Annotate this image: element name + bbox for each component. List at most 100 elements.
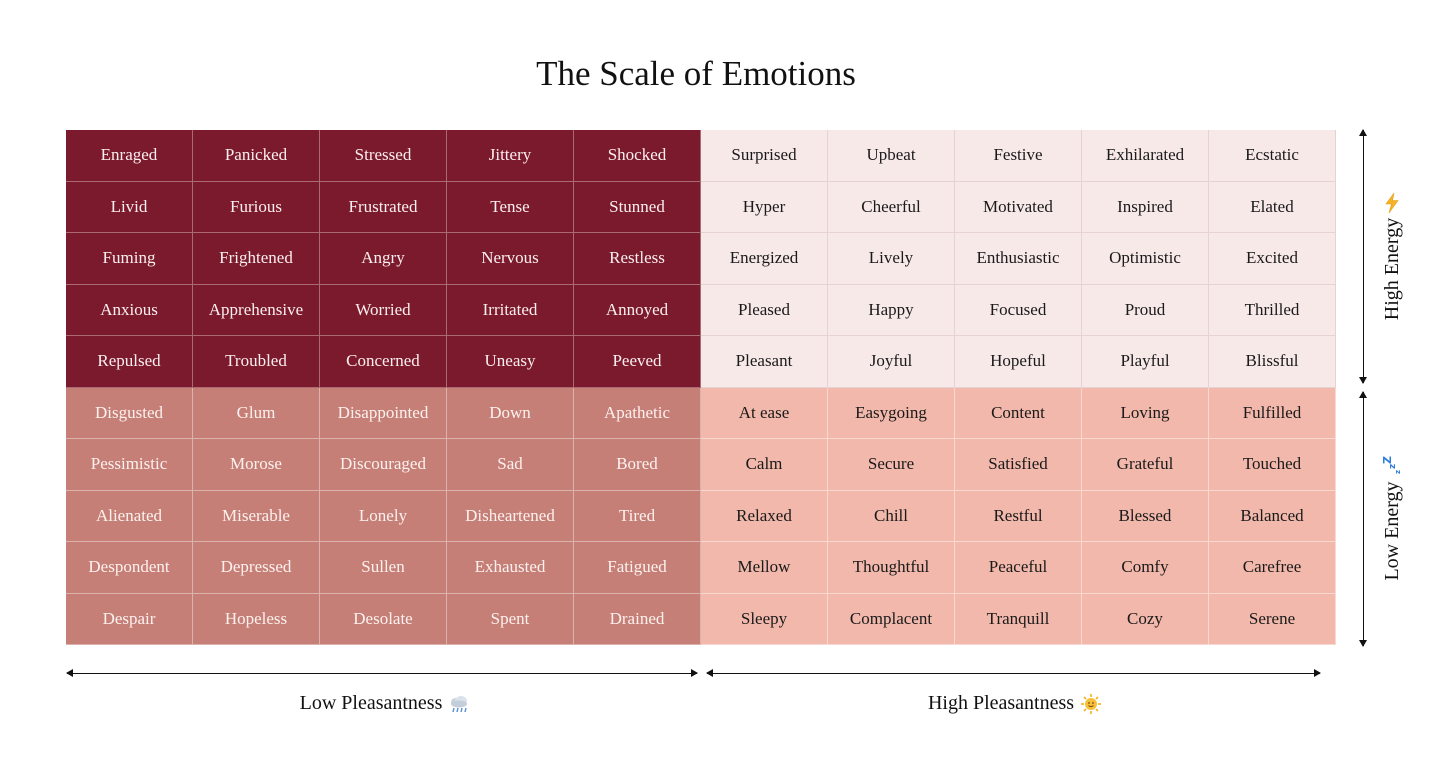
emotion-cell: Fuming (66, 233, 193, 285)
emotion-cell: Glum (193, 387, 320, 439)
emotion-cell: Pleasant (701, 336, 828, 388)
emotion-cell: Pleased (701, 284, 828, 336)
emotion-cell: Disheartened (447, 490, 574, 542)
emotion-cell: Exhausted (447, 542, 574, 594)
emotion-cell: Spent (447, 593, 574, 645)
emotion-cell: Optimistic (1082, 233, 1209, 285)
emotion-cell: Anxious (66, 284, 193, 336)
emotion-cell: Chill (828, 490, 955, 542)
emotion-cell: Disgusted (66, 387, 193, 439)
emotion-cell: Despair (66, 593, 193, 645)
emotion-cell: Balanced (1209, 490, 1336, 542)
emotion-cell: Discouraged (320, 439, 447, 491)
emotion-cell: Upbeat (828, 130, 955, 182)
lightning-icon (1385, 192, 1399, 213)
emotion-grid: Enraged Panicked Stressed Jittery Shocked Sur… (66, 130, 1336, 645)
emotion-cell: Happy (828, 284, 955, 336)
emotion-cell: Tense (447, 181, 574, 233)
sun-icon (1081, 693, 1102, 714)
emotion-cell: Sullen (320, 542, 447, 594)
emotion-cell: Hyper (701, 181, 828, 233)
emotion-cell: Cheerful (828, 181, 955, 233)
emotion-cell: Livid (66, 181, 193, 233)
emotion-cell: Stressed (320, 130, 447, 182)
low-energy-text: Low Energy (1380, 481, 1403, 581)
high-energy-arrow (1359, 129, 1367, 384)
emotion-cell: Blessed (1082, 490, 1209, 542)
emotion-cell: Jittery (447, 130, 574, 182)
low-energy-label: Low Energy z z Z (1377, 388, 1407, 648)
emotion-cell: Grateful (1082, 439, 1209, 491)
emotion-cell: Surprised (701, 130, 828, 182)
high-pleasantness-arrow (706, 669, 1321, 677)
emotion-cell: Disappointed (320, 387, 447, 439)
emotion-cell: Easygoing (828, 387, 955, 439)
emotion-cell: Festive (955, 130, 1082, 182)
emotion-cell: Cozy (1082, 593, 1209, 645)
emotion-cell: Ecstatic (1209, 130, 1336, 182)
emotion-cell: Troubled (193, 336, 320, 388)
emotion-cell: Down (447, 387, 574, 439)
emotion-cell: Inspired (1082, 181, 1209, 233)
emotion-cell: Stunned (574, 181, 701, 233)
emotion-cell: Despondent (66, 542, 193, 594)
emotion-cell: Thrilled (1209, 284, 1336, 336)
emotion-cell: Alienated (66, 490, 193, 542)
emotion-cell: Lonely (320, 490, 447, 542)
emotion-cell: Comfy (1082, 542, 1209, 594)
chart-title: The Scale of Emotions (536, 54, 856, 93)
emotion-cell: Sad (447, 439, 574, 491)
emotion-cell: Uneasy (447, 336, 574, 388)
svg-text:z: z (1394, 470, 1402, 474)
emotion-cell: Loving (1082, 387, 1209, 439)
low-pleasantness-label: Low Pleasantness (260, 692, 510, 715)
emotion-cell: Apprehensive (193, 284, 320, 336)
low-pleasantness-arrow (66, 669, 698, 677)
emotion-cell: Satisfied (955, 439, 1082, 491)
emotion-cell: Proud (1082, 284, 1209, 336)
high-pleasantness-text: High Pleasantness (927, 692, 1075, 714)
emotion-cell: Elated (1209, 181, 1336, 233)
emotion-cell: Secure (828, 439, 955, 491)
emotion-cell: Depressed (193, 542, 320, 594)
emotion-cell: Thoughtful (828, 542, 955, 594)
emotion-cell: Pessimistic (66, 439, 193, 491)
low-pleasantness-text: Low Pleasantness (299, 692, 443, 714)
emotion-cell: Apathetic (574, 387, 701, 439)
emotion-cell: Exhilarated (1082, 130, 1209, 182)
emotion-cell: Mellow (701, 542, 828, 594)
emotion-cell: Touched (1209, 439, 1336, 491)
emotion-cell: Hopeful (955, 336, 1082, 388)
emotion-cell: Concerned (320, 336, 447, 388)
emotion-cell: At ease (701, 387, 828, 439)
emotion-cell: Morose (193, 439, 320, 491)
high-energy-label: High Energy (1377, 127, 1407, 387)
high-energy-text: High Energy (1380, 217, 1403, 321)
emotion-cell: Hopeless (193, 593, 320, 645)
emotion-cell: Restful (955, 490, 1082, 542)
emotion-cell: Frustrated (320, 181, 447, 233)
emotion-cell: Fulfilled (1209, 387, 1336, 439)
emotion-cell: Excited (1209, 233, 1336, 285)
emotion-cell: Angry (320, 233, 447, 285)
emotion-cell: Desolate (320, 593, 447, 645)
emotion-cell: Content (955, 387, 1082, 439)
emotion-cell: Calm (701, 439, 828, 491)
emotion-cell: Blissful (1209, 336, 1336, 388)
emotion-cell: Shocked (574, 130, 701, 182)
emotion-cell: Worried (320, 284, 447, 336)
emotion-cell: Annoyed (574, 284, 701, 336)
emotion-cell: Drained (574, 593, 701, 645)
emotion-cell: Irritated (447, 284, 574, 336)
emotion-cell: Motivated (955, 181, 1082, 233)
emotion-cell: Miserable (193, 490, 320, 542)
emotion-cell: Complacent (828, 593, 955, 645)
low-energy-arrow (1359, 391, 1367, 647)
rain-cloud-icon (451, 695, 468, 712)
emotion-cell: Frightened (193, 233, 320, 285)
emotion-cell: Nervous (447, 233, 574, 285)
emotion-cell: Restless (574, 233, 701, 285)
emotion-cell: Enthusiastic (955, 233, 1082, 285)
svg-text:Z: Z (1382, 456, 1394, 464)
emotion-cell: Joyful (828, 336, 955, 388)
